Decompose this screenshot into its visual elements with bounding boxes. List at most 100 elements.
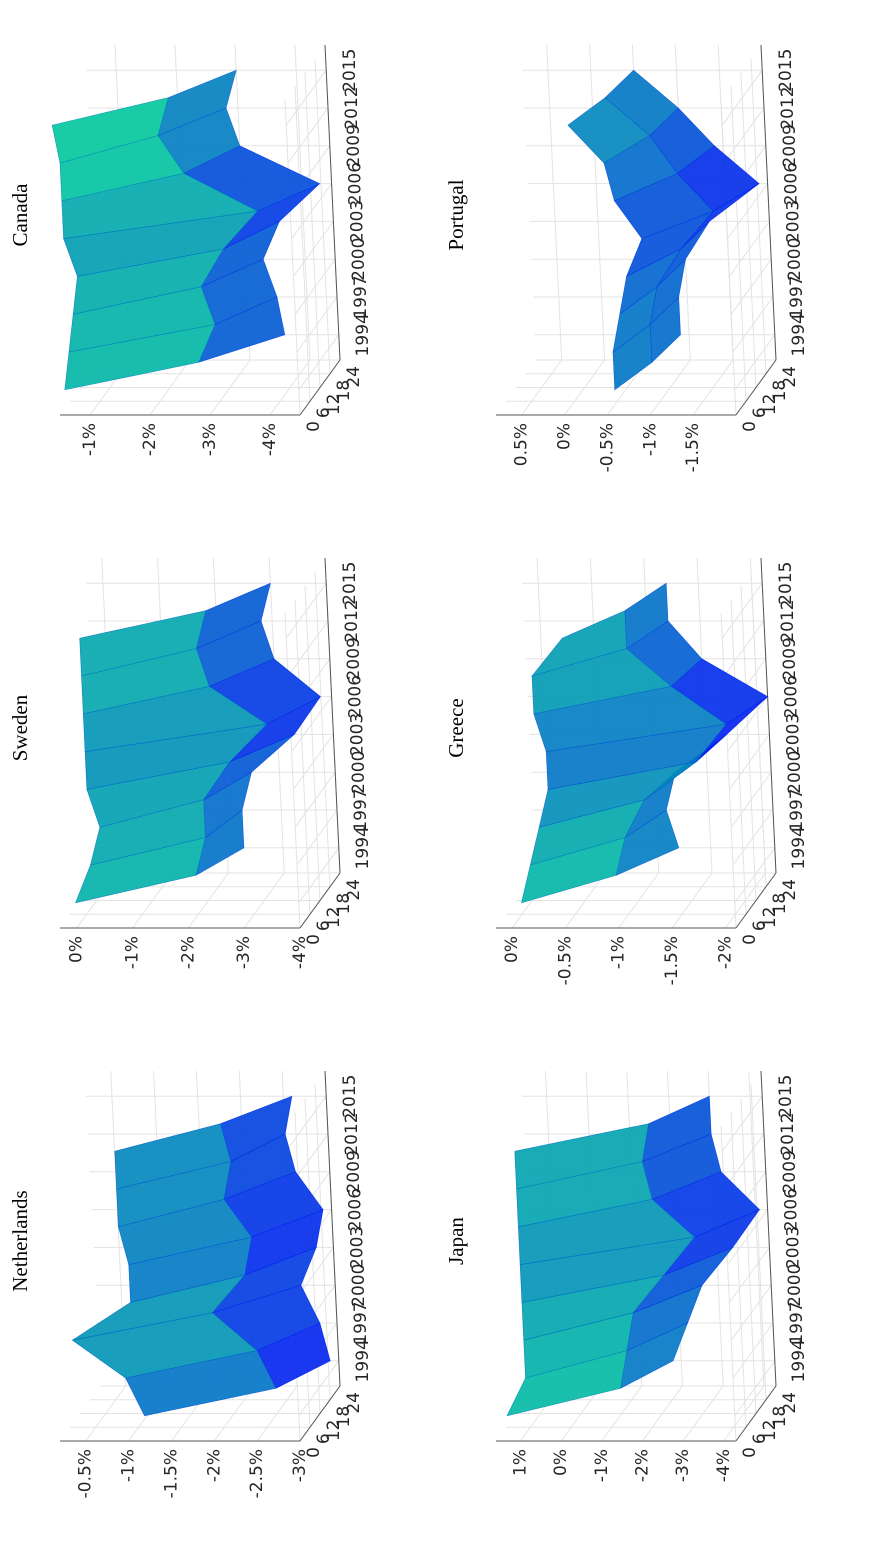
y-grid-line — [294, 86, 311, 402]
x-tick-label: 1994 — [789, 313, 809, 356]
z-tick-label: -0.5% — [555, 936, 575, 985]
axis-line — [324, 44, 341, 361]
panel: 0.5% 0% -0.5% -1% -1.5% 061218241994199720002… — [444, 44, 809, 472]
axis-line — [324, 557, 341, 874]
z-tick-label: -1% — [80, 423, 100, 456]
z-tick-label: -1.5% — [662, 936, 682, 985]
z-tick-label: -1% — [592, 1449, 612, 1482]
x-tick-label: 2006 — [782, 162, 802, 205]
z-tick-label: -0.5% — [597, 423, 617, 472]
y-tick-label: 6 — [750, 1433, 770, 1444]
z-tick-label: 0% — [502, 936, 522, 963]
y-grid-line — [730, 1112, 747, 1428]
x-tick-label: 2015 — [776, 49, 796, 92]
x-tick-label: 1997 — [351, 275, 371, 318]
z-tick-label: 0% — [555, 423, 575, 450]
y-tick-label: 0 — [304, 421, 324, 432]
x-tick-label: 2000 — [785, 1264, 805, 1307]
z-tick-label: -1% — [609, 936, 629, 969]
y-tick-label: 12 — [760, 1420, 780, 1442]
y-tick-label: 0 — [304, 1447, 324, 1458]
x-tick-label: 2006 — [782, 675, 802, 718]
z-tick-label: 0% — [67, 936, 87, 963]
y-grid-line — [314, 571, 331, 887]
y-tick-label: 6 — [314, 1433, 334, 1444]
axis-line — [760, 1070, 777, 1387]
x-tick-label: 1994 — [353, 826, 373, 869]
x-tick-label: 2006 — [782, 1188, 802, 1231]
x-tick-label: 2009 — [780, 1150, 800, 1193]
y-tick-label: 24 — [344, 879, 364, 901]
y-tick-label: 18 — [770, 380, 790, 402]
z-tick-label: -2% — [204, 1449, 224, 1482]
x-tick-label: 1994 — [789, 1339, 809, 1382]
chart-title: Japan — [444, 1217, 468, 1265]
chart-title: Greece — [444, 698, 468, 757]
y-grid-line — [740, 585, 757, 901]
surface-patch — [114, 1123, 232, 1190]
y-tick-label: 18 — [770, 893, 790, 915]
chart-title: Portugal — [444, 179, 468, 250]
y-tick-label: 18 — [334, 380, 354, 402]
x-tick-label: 2003 — [783, 1226, 803, 1269]
y-tick-label: 24 — [344, 1392, 364, 1414]
x-tick-label: 2006 — [346, 162, 366, 205]
y-tick-label: 12 — [324, 1420, 344, 1442]
z-grid-line — [294, 44, 311, 361]
y-grid-line — [314, 58, 331, 374]
z-tick-label: -1% — [119, 1449, 139, 1482]
x-tick-label: 2012 — [778, 86, 798, 129]
x-tick-label: 1994 — [789, 826, 809, 869]
y-grid-line — [314, 1084, 331, 1400]
y-tick-label: 0 — [740, 934, 760, 945]
x-tick-label: 2006 — [346, 1188, 366, 1231]
z-tick-label: -1.5% — [161, 1449, 181, 1498]
x-tick-label: 1997 — [351, 788, 371, 831]
y-tick-label: 0 — [740, 1447, 760, 1458]
x-tick-label: 2012 — [778, 599, 798, 642]
z-grid-line — [546, 44, 563, 361]
x-tick-label: 2015 — [340, 49, 360, 92]
axis-line — [324, 1070, 341, 1387]
x-tick-label: 2000 — [785, 751, 805, 794]
y-tick-label: 0 — [740, 421, 760, 432]
y-tick-label: 24 — [780, 366, 800, 388]
y-tick-label: 6 — [750, 407, 770, 418]
x-tick-label: 2009 — [344, 637, 364, 680]
x-tick-label: 1994 — [353, 313, 373, 356]
axis-line — [760, 44, 777, 361]
x-tick-label: 2012 — [342, 86, 362, 129]
x-tick-label: 2003 — [347, 200, 367, 243]
x-tick-label: 1997 — [787, 275, 807, 318]
y-tick-label: 18 — [770, 1406, 790, 1428]
axis-line — [735, 359, 777, 416]
x-tick-label: 2000 — [349, 751, 369, 794]
x-tick-label: 2015 — [340, 562, 360, 605]
x-tick-label: 2003 — [347, 713, 367, 756]
x-tick-label: 2015 — [340, 1075, 360, 1118]
x-tick-label: 1997 — [787, 788, 807, 831]
y-grid-line — [720, 612, 737, 929]
y-tick-label: 18 — [334, 1406, 354, 1428]
y-tick-label: 12 — [760, 394, 780, 416]
y-grid-line — [284, 99, 301, 416]
y-tick-label: 12 — [760, 907, 780, 929]
y-grid-line — [720, 99, 737, 416]
z-tick-label: -4% — [260, 423, 280, 456]
y-grid-line — [740, 1098, 757, 1414]
axis-line — [299, 359, 341, 416]
x-tick-label: 2015 — [776, 1075, 796, 1118]
y-tick-label: 18 — [334, 893, 354, 915]
x-tick-label: 2015 — [776, 562, 796, 605]
z-tick-label: 0% — [551, 1449, 571, 1476]
x-tick-label: 2006 — [346, 675, 366, 718]
x-tick-label: 2000 — [349, 1264, 369, 1307]
x-tick-label: 2000 — [349, 238, 369, 281]
z-tick-label: -2% — [140, 423, 160, 456]
z-tick-label: -3% — [290, 1449, 310, 1482]
z-tick-label: -3% — [200, 423, 220, 456]
z-grid-line — [589, 44, 606, 361]
y-grid-line — [750, 1084, 767, 1400]
